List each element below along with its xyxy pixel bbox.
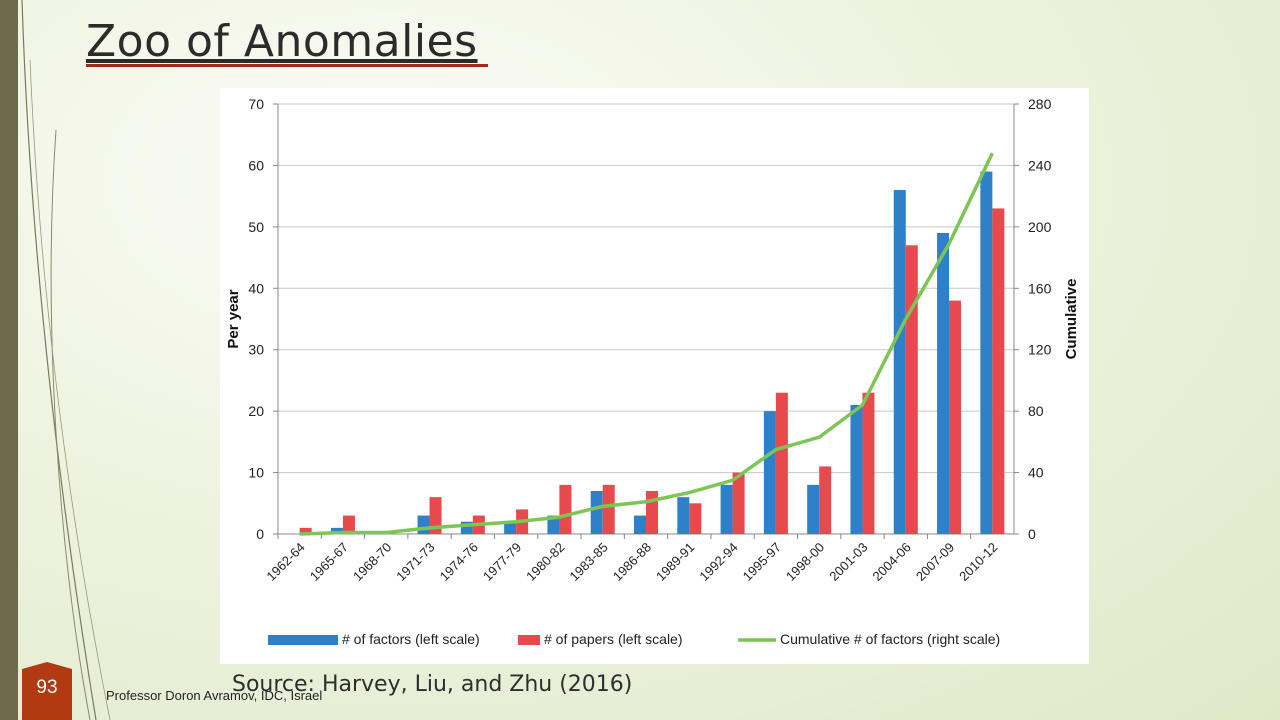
bar-factors xyxy=(763,411,776,534)
bar-factors xyxy=(677,497,690,534)
right-tick-label: 40 xyxy=(1028,465,1044,481)
legend-swatch-factors xyxy=(268,635,338,645)
x-tick-label: 1983-85 xyxy=(566,540,610,584)
bar-papers xyxy=(602,484,615,534)
y-axis-title: Per year xyxy=(225,289,242,348)
left-tick-label: 20 xyxy=(248,403,264,419)
left-accent-bar xyxy=(0,0,18,720)
title-underline xyxy=(86,64,488,67)
x-tick-label: 1980-82 xyxy=(523,540,567,584)
chart: 0 10 20 30 40 50 60 70 0 40 80 120 160 200 240 280 Per y… xyxy=(225,96,1080,647)
right-tick-label: 240 xyxy=(1028,157,1052,173)
x-tick-label: 1962-64 xyxy=(263,540,307,584)
bar-factors xyxy=(980,171,993,535)
x-tick-label: 1998-00 xyxy=(783,540,827,584)
bar-papers xyxy=(819,466,832,534)
x-tick-label: 2010-12 xyxy=(956,540,1000,584)
x-tick-label: 1995-97 xyxy=(740,540,784,584)
bar-papers xyxy=(299,527,312,534)
bar-papers xyxy=(949,300,962,534)
footer-author: Professor Doron Avramov, IDC, Israel xyxy=(106,688,323,703)
right-tick-label: 200 xyxy=(1028,219,1052,235)
x-tick-label: 1965-67 xyxy=(307,540,351,584)
y2-axis-title: Cumulative xyxy=(1063,279,1080,360)
x-tick-label: 1974-76 xyxy=(437,540,481,584)
bar-factors xyxy=(547,515,560,534)
slide-title: Zoo of Anomalies xyxy=(86,16,478,67)
legend-label-factors: # of factors (left scale) xyxy=(342,631,480,647)
left-tick-label: 10 xyxy=(248,465,264,481)
right-tick-label: 80 xyxy=(1028,403,1044,419)
bar-papers xyxy=(559,484,572,534)
right-tick-label: 160 xyxy=(1028,280,1052,296)
bar-papers xyxy=(862,392,875,534)
page-badge xyxy=(22,662,72,720)
bar-factors xyxy=(807,484,820,534)
bar-papers xyxy=(992,208,1005,534)
x-tick-label: 1992-94 xyxy=(696,540,740,584)
x-tick-label: 2001-03 xyxy=(826,540,870,584)
legend-swatch-papers xyxy=(518,635,540,645)
left-tick-label: 70 xyxy=(248,96,264,112)
left-tick-label: 30 xyxy=(248,342,264,358)
page-number: 93 xyxy=(36,677,58,698)
bar-papers xyxy=(342,515,355,534)
x-tick-label: 2004-06 xyxy=(870,540,914,584)
left-tick-label: 60 xyxy=(248,157,264,173)
bar-papers xyxy=(905,245,918,535)
bar-papers xyxy=(429,497,442,534)
x-tick-label: 1968-70 xyxy=(350,540,394,584)
bar-factors xyxy=(937,233,950,534)
legend-label-papers: # of papers (left scale) xyxy=(544,631,683,647)
left-tick-label: 40 xyxy=(248,280,264,296)
bar-papers xyxy=(646,491,658,534)
legend-label-cumulative: Cumulative # of factors (right scale) xyxy=(780,631,1000,647)
chart-panel: 0 10 20 30 40 50 60 70 0 40 80 120 160 200 240 280 Per y… xyxy=(220,88,1089,664)
x-tick-label: 2007-09 xyxy=(913,540,957,584)
bar-factors xyxy=(504,521,517,534)
right-tick-label: 280 xyxy=(1028,96,1052,112)
left-tick-label: 50 xyxy=(248,219,264,235)
right-tick-label: 0 xyxy=(1028,526,1036,542)
x-tick-label: 1977-79 xyxy=(480,540,524,584)
bar-papers xyxy=(689,503,702,534)
decorative-lines xyxy=(21,0,111,720)
bar-factors xyxy=(720,484,733,534)
x-tick-label: 1989-91 xyxy=(653,540,697,584)
bar-factors xyxy=(417,515,430,534)
bar-factors xyxy=(893,190,906,534)
source-citation: Source: Harvey, Liu, and Zhu (2016) xyxy=(232,672,633,697)
x-tick-label: 1971-73 xyxy=(393,540,437,584)
bar-factors xyxy=(590,491,603,534)
bar-factors xyxy=(850,405,863,534)
cumulative-line xyxy=(299,152,994,536)
bar-factors xyxy=(634,515,646,534)
x-tick-label: 1986-88 xyxy=(610,540,654,584)
bar-papers xyxy=(775,392,788,534)
bar-papers xyxy=(732,472,745,534)
right-tick-label: 120 xyxy=(1028,342,1052,358)
left-tick-label: 0 xyxy=(256,526,264,542)
